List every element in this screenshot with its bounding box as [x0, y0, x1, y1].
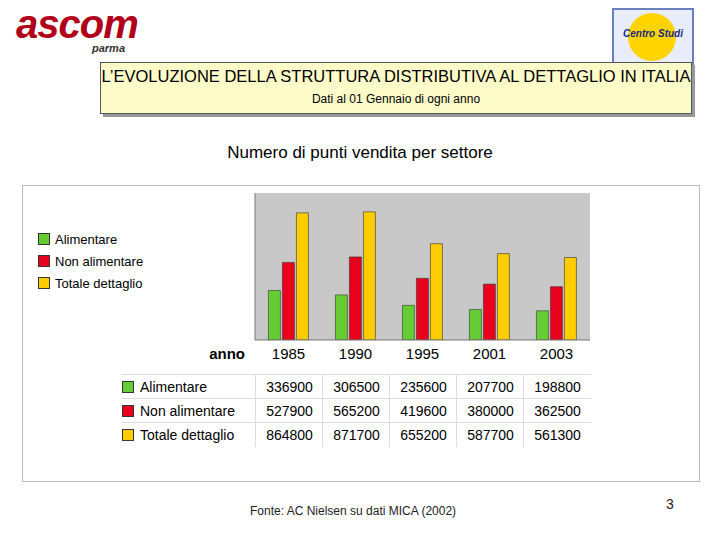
html-text:527900: 527900: [266, 403, 313, 419]
html-text:380000: 380000: [467, 403, 514, 419]
html-text:362500: 362500: [534, 403, 581, 419]
svg-text:1995: 1995: [406, 345, 439, 362]
svg-text:1990: 1990: [339, 345, 372, 362]
html-text:655200: 655200: [400, 427, 447, 443]
html-text:864800: 864800: [266, 427, 313, 443]
html-text:207700: 207700: [467, 379, 514, 395]
html-text:Non alimentare: Non alimentare: [55, 253, 144, 269]
html-text:561300: 561300: [534, 427, 581, 443]
html-text:Totale dettaglio: Totale dettaglio: [140, 427, 235, 443]
html-text:Numero di punti vendita per se: Numero di punti vendita per settore: [227, 143, 493, 162]
html-text:Totale dettaglio: Totale dettaglio: [55, 275, 143, 291]
html-text:419600: 419600: [400, 403, 447, 419]
html-text:parma: parma: [92, 42, 125, 54]
html-text:Alimentare: Alimentare: [140, 379, 207, 395]
svg-text:2001: 2001: [473, 345, 506, 362]
html-text:anno: anno: [209, 345, 245, 362]
html-text:587700: 587700: [467, 427, 514, 443]
html-text:565200: 565200: [333, 403, 380, 419]
html-text:336900: 336900: [266, 379, 313, 395]
html-text:Alimentare: Alimentare: [55, 231, 118, 247]
html-text:235600: 235600: [400, 379, 447, 395]
html-text:ascom: ascom: [16, 2, 138, 46]
html-text:Fonte: AC Nielsen su dati MICA: Fonte: AC Nielsen su dati MICA (2002): [250, 504, 457, 518]
html-text:Dati al 01 Gennaio di ogni ann: Dati al 01 Gennaio di ogni anno: [311, 92, 481, 106]
html-text:198800: 198800: [534, 379, 581, 395]
html-text:Non alimentare: Non alimentare: [140, 403, 235, 419]
svg-text:1985: 1985: [272, 345, 305, 362]
html-text:Centro Studi: Centro Studi: [623, 28, 683, 39]
html-text:306500: 306500: [333, 379, 380, 395]
html-text:L’EVOLUZIONE DELLA STRUTTURA D: L’EVOLUZIONE DELLA STRUTTURA DISTRIBUTIV…: [101, 67, 691, 85]
html-text:3: 3: [666, 496, 674, 512]
html-text:871700: 871700: [333, 427, 380, 443]
svg-text:2003: 2003: [540, 345, 573, 362]
